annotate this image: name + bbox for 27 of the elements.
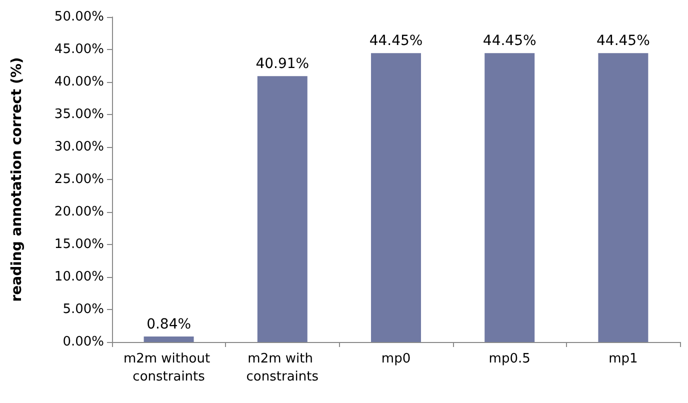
y-axis-title: reading annotation correct (%) (9, 57, 25, 302)
y-tick-label: 50.00% (54, 10, 104, 24)
y-tick-label: 40.00% (54, 74, 104, 90)
y-tick-label: 0.00% (62, 334, 104, 350)
bar (484, 53, 535, 342)
x-tick-label: mp0.5 (488, 352, 530, 366)
data-label: 44.45% (596, 33, 650, 50)
y-tick-label: 5.00% (62, 302, 104, 317)
y-tick-label: 30.00% (54, 140, 104, 154)
bar (257, 76, 308, 342)
data-label: 44.45% (369, 33, 423, 50)
x-tick-label: mp1 (608, 352, 638, 366)
data-label: 44.45% (482, 33, 536, 50)
x-tick-label: mp0 (381, 352, 411, 366)
data-label: 0.84% (146, 316, 192, 333)
bar (371, 53, 421, 342)
y-tick-label: 10.00% (54, 270, 104, 284)
y-tick-label: 20.00% (54, 204, 104, 220)
y-tick-label: 35.00% (54, 107, 104, 122)
x-tick-label: m2m with constraints (246, 352, 319, 384)
bar (598, 53, 648, 342)
y-tick-label: 25.00% (54, 172, 104, 187)
y-tick-label: 15.00% (54, 237, 104, 252)
y-tick-label: 45.00% (54, 42, 104, 57)
bar (144, 336, 194, 342)
data-label: 40.91% (256, 56, 310, 72)
x-tick-label: m2m without constraints (123, 352, 214, 384)
